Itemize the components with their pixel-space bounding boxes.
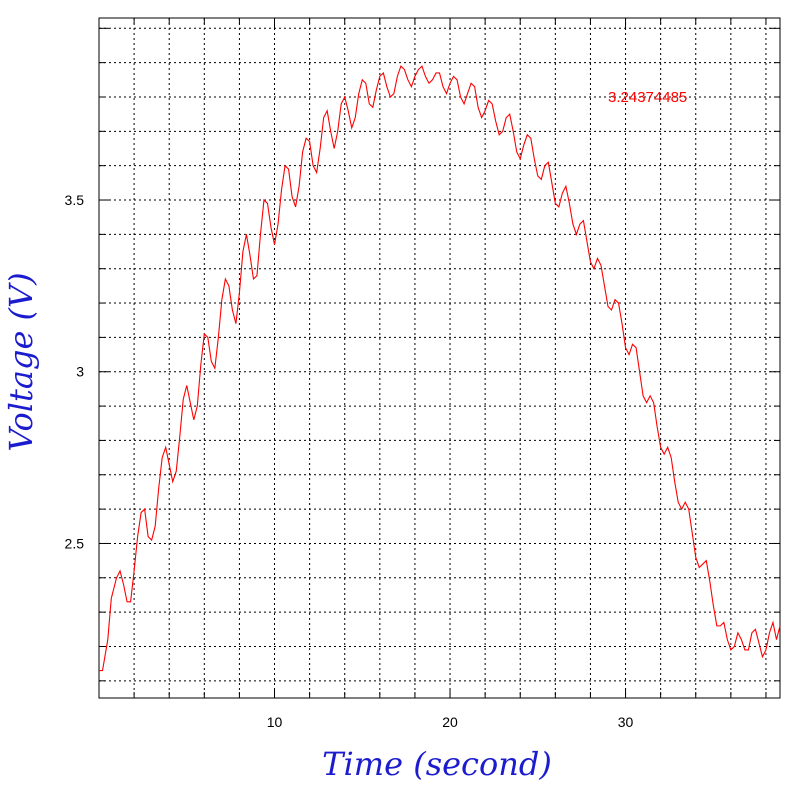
grid-lines [99,18,780,698]
y-axis-title: Voltage (V) [2,272,40,451]
y-tick-label: 2.5 [65,535,85,551]
plot-frame [98,17,781,699]
x-axis-title: Time (second) [322,745,552,783]
voltage-series-line [99,65,781,672]
annotation-value: 3.24374485 [608,89,687,106]
x-tick-label: 10 [267,714,283,730]
axis-ticks [99,18,780,698]
x-tick-labels: 10 20 30 [267,714,634,730]
y-tick-label: 3 [76,364,84,380]
x-tick-label: 20 [442,714,458,730]
x-tick-label: 30 [618,714,634,730]
y-tick-label: 3.5 [65,192,85,208]
y-tick-labels: 2.5 3 3.5 [65,192,85,551]
